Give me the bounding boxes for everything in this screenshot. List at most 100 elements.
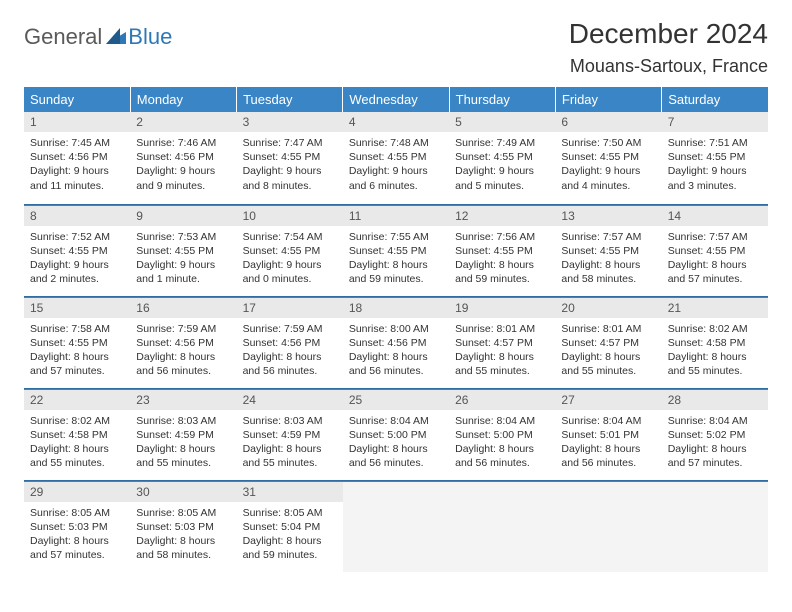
daylight-text-2: and 56 minutes. bbox=[455, 456, 549, 470]
daylight-text-2: and 11 minutes. bbox=[30, 179, 124, 193]
sunrise-text: Sunrise: 7:54 AM bbox=[243, 230, 337, 244]
daylight-text-1: Daylight: 8 hours bbox=[243, 442, 337, 456]
calendar-cell: 13Sunrise: 7:57 AMSunset: 4:55 PMDayligh… bbox=[555, 204, 661, 296]
sunrise-text: Sunrise: 8:03 AM bbox=[243, 414, 337, 428]
day-number: 4 bbox=[343, 112, 449, 132]
daylight-text-2: and 56 minutes. bbox=[349, 456, 443, 470]
day-number: 26 bbox=[449, 389, 555, 410]
weekday-header: Monday bbox=[130, 87, 236, 112]
sunset-text: Sunset: 5:00 PM bbox=[455, 428, 549, 442]
day-number: 5 bbox=[449, 112, 555, 132]
sunset-text: Sunset: 4:55 PM bbox=[668, 150, 762, 164]
day-body: Sunrise: 8:05 AMSunset: 5:04 PMDaylight:… bbox=[237, 502, 343, 567]
day-body: Sunrise: 8:04 AMSunset: 5:01 PMDaylight:… bbox=[555, 410, 661, 475]
daylight-text-1: Daylight: 8 hours bbox=[668, 350, 762, 364]
calendar-cell: 8Sunrise: 7:52 AMSunset: 4:55 PMDaylight… bbox=[24, 204, 130, 296]
calendar-cell: 3Sunrise: 7:47 AMSunset: 4:55 PMDaylight… bbox=[237, 112, 343, 204]
day-number: 18 bbox=[343, 297, 449, 318]
day-body: Sunrise: 7:59 AMSunset: 4:56 PMDaylight:… bbox=[130, 318, 236, 383]
daylight-text-1: Daylight: 8 hours bbox=[30, 534, 124, 548]
calendar-cell: 10Sunrise: 7:54 AMSunset: 4:55 PMDayligh… bbox=[237, 204, 343, 296]
sunset-text: Sunset: 4:56 PM bbox=[243, 336, 337, 350]
calendar-cell: 9Sunrise: 7:53 AMSunset: 4:55 PMDaylight… bbox=[130, 204, 236, 296]
sunset-text: Sunset: 4:58 PM bbox=[30, 428, 124, 442]
weekday-header-row: Sunday Monday Tuesday Wednesday Thursday… bbox=[24, 87, 768, 112]
daylight-text-2: and 5 minutes. bbox=[455, 179, 549, 193]
calendar-cell: 20Sunrise: 8:01 AMSunset: 4:57 PMDayligh… bbox=[555, 296, 661, 388]
daylight-text-1: Daylight: 9 hours bbox=[136, 258, 230, 272]
sunset-text: Sunset: 4:55 PM bbox=[455, 150, 549, 164]
sunrise-text: Sunrise: 7:52 AM bbox=[30, 230, 124, 244]
day-number: 25 bbox=[343, 389, 449, 410]
day-body: Sunrise: 7:57 AMSunset: 4:55 PMDaylight:… bbox=[555, 226, 661, 291]
daylight-text-2: and 59 minutes. bbox=[243, 548, 337, 562]
sunrise-text: Sunrise: 8:02 AM bbox=[30, 414, 124, 428]
sunrise-text: Sunrise: 8:05 AM bbox=[30, 506, 124, 520]
sunrise-text: Sunrise: 8:05 AM bbox=[243, 506, 337, 520]
sunset-text: Sunset: 4:55 PM bbox=[561, 150, 655, 164]
day-body: Sunrise: 7:49 AMSunset: 4:55 PMDaylight:… bbox=[449, 132, 555, 197]
daylight-text-1: Daylight: 8 hours bbox=[349, 258, 443, 272]
calendar-cell: 17Sunrise: 7:59 AMSunset: 4:56 PMDayligh… bbox=[237, 296, 343, 388]
sunset-text: Sunset: 4:55 PM bbox=[349, 244, 443, 258]
sunrise-text: Sunrise: 8:02 AM bbox=[668, 322, 762, 336]
sunrise-text: Sunrise: 7:49 AM bbox=[455, 136, 549, 150]
day-body: Sunrise: 8:01 AMSunset: 4:57 PMDaylight:… bbox=[555, 318, 661, 383]
sunrise-text: Sunrise: 7:50 AM bbox=[561, 136, 655, 150]
sunrise-text: Sunrise: 7:59 AM bbox=[243, 322, 337, 336]
weekday-header: Friday bbox=[555, 87, 661, 112]
daylight-text-2: and 8 minutes. bbox=[243, 179, 337, 193]
calendar-cell: 12Sunrise: 7:56 AMSunset: 4:55 PMDayligh… bbox=[449, 204, 555, 296]
day-number: 1 bbox=[24, 112, 130, 132]
calendar-cell: 7Sunrise: 7:51 AMSunset: 4:55 PMDaylight… bbox=[662, 112, 768, 204]
sunrise-text: Sunrise: 7:59 AM bbox=[136, 322, 230, 336]
logo: General Blue bbox=[24, 18, 172, 50]
day-body: Sunrise: 7:53 AMSunset: 4:55 PMDaylight:… bbox=[130, 226, 236, 291]
sunrise-text: Sunrise: 7:53 AM bbox=[136, 230, 230, 244]
day-body: Sunrise: 7:54 AMSunset: 4:55 PMDaylight:… bbox=[237, 226, 343, 291]
day-number: 2 bbox=[130, 112, 236, 132]
sunset-text: Sunset: 4:55 PM bbox=[455, 244, 549, 258]
daylight-text-2: and 59 minutes. bbox=[349, 272, 443, 286]
calendar-cell: 16Sunrise: 7:59 AMSunset: 4:56 PMDayligh… bbox=[130, 296, 236, 388]
sunset-text: Sunset: 4:55 PM bbox=[349, 150, 443, 164]
daylight-text-2: and 2 minutes. bbox=[30, 272, 124, 286]
sunset-text: Sunset: 4:56 PM bbox=[30, 150, 124, 164]
day-number: 8 bbox=[24, 205, 130, 226]
weekday-header: Thursday bbox=[449, 87, 555, 112]
day-number: 16 bbox=[130, 297, 236, 318]
sunset-text: Sunset: 4:55 PM bbox=[668, 244, 762, 258]
sunrise-text: Sunrise: 7:51 AM bbox=[668, 136, 762, 150]
day-body: Sunrise: 8:02 AMSunset: 4:58 PMDaylight:… bbox=[662, 318, 768, 383]
daylight-text-2: and 55 minutes. bbox=[668, 364, 762, 378]
day-body: Sunrise: 7:59 AMSunset: 4:56 PMDaylight:… bbox=[237, 318, 343, 383]
daylight-text-2: and 57 minutes. bbox=[30, 548, 124, 562]
header: General Blue December 2024 Mouans-Sartou… bbox=[24, 18, 768, 77]
daylight-text-1: Daylight: 9 hours bbox=[455, 164, 549, 178]
sunset-text: Sunset: 4:57 PM bbox=[455, 336, 549, 350]
day-number: 21 bbox=[662, 297, 768, 318]
calendar-row: 29Sunrise: 8:05 AMSunset: 5:03 PMDayligh… bbox=[24, 480, 768, 572]
calendar-row: 15Sunrise: 7:58 AMSunset: 4:55 PMDayligh… bbox=[24, 296, 768, 388]
sunset-text: Sunset: 4:55 PM bbox=[243, 244, 337, 258]
sunrise-text: Sunrise: 8:01 AM bbox=[455, 322, 549, 336]
daylight-text-1: Daylight: 8 hours bbox=[243, 534, 337, 548]
calendar-row: 8Sunrise: 7:52 AMSunset: 4:55 PMDaylight… bbox=[24, 204, 768, 296]
calendar-cell: 19Sunrise: 8:01 AMSunset: 4:57 PMDayligh… bbox=[449, 296, 555, 388]
calendar-cell: 15Sunrise: 7:58 AMSunset: 4:55 PMDayligh… bbox=[24, 296, 130, 388]
day-body: Sunrise: 8:05 AMSunset: 5:03 PMDaylight:… bbox=[24, 502, 130, 567]
daylight-text-2: and 55 minutes. bbox=[136, 456, 230, 470]
daylight-text-2: and 0 minutes. bbox=[243, 272, 337, 286]
daylight-text-2: and 55 minutes. bbox=[455, 364, 549, 378]
sunrise-text: Sunrise: 7:56 AM bbox=[455, 230, 549, 244]
sunrise-text: Sunrise: 7:58 AM bbox=[30, 322, 124, 336]
daylight-text-1: Daylight: 8 hours bbox=[455, 350, 549, 364]
location: Mouans-Sartoux, France bbox=[569, 56, 768, 77]
daylight-text-1: Daylight: 8 hours bbox=[668, 258, 762, 272]
day-number: 27 bbox=[555, 389, 661, 410]
day-body: Sunrise: 8:03 AMSunset: 4:59 PMDaylight:… bbox=[237, 410, 343, 475]
calendar-cell: 18Sunrise: 8:00 AMSunset: 4:56 PMDayligh… bbox=[343, 296, 449, 388]
day-number: 10 bbox=[237, 205, 343, 226]
daylight-text-1: Daylight: 8 hours bbox=[136, 350, 230, 364]
calendar-cell: 30Sunrise: 8:05 AMSunset: 5:03 PMDayligh… bbox=[130, 480, 236, 572]
